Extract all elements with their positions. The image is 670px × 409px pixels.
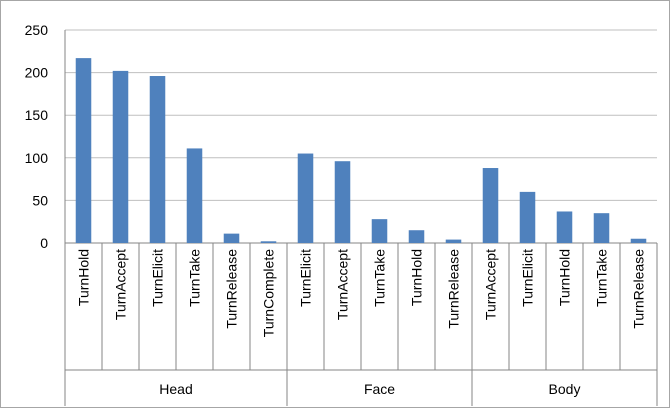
bar-head-turnhold xyxy=(75,58,92,244)
y-tick-label: 0 xyxy=(40,235,48,251)
x-tick-label: TurnHold xyxy=(76,249,92,306)
x-tick-label: TurnAccept xyxy=(113,249,129,320)
group-label-head: Head xyxy=(159,381,192,397)
x-tick-label: TurnRelease xyxy=(224,249,240,329)
x-tick-label: TurnRelease xyxy=(446,249,462,329)
bar-head-turnrelease xyxy=(223,233,240,243)
x-tick-label: TurnAccept xyxy=(335,249,351,320)
group-label-face: Face xyxy=(364,381,395,397)
bar-body-turnhold xyxy=(556,211,573,243)
bar-body-turnrelease xyxy=(630,238,647,243)
x-tick-label: TurnAccept xyxy=(483,249,499,320)
x-tick-label: TurnRelease xyxy=(631,249,647,329)
x-tick-label: TurnHold xyxy=(409,249,425,306)
bar-face-turnhold xyxy=(408,230,425,243)
y-tick-label: 150 xyxy=(25,107,49,123)
bar-face-turnrelease xyxy=(445,239,462,243)
y-tick-label: 50 xyxy=(32,192,48,208)
x-tick-label: TurnTake xyxy=(594,249,610,307)
x-tick-label: TurnTake xyxy=(187,249,203,307)
bar-body-turnaccept xyxy=(482,168,499,243)
x-tick-label: TurnHold xyxy=(557,249,573,306)
bar-face-turnelicit xyxy=(297,153,314,243)
bar-body-turntake xyxy=(593,213,610,243)
group-label-body: Body xyxy=(549,381,581,397)
y-tick-label: 200 xyxy=(25,65,49,81)
bar-body-turnelicit xyxy=(519,191,536,243)
y-tick-label: 100 xyxy=(25,150,49,166)
x-tick-label: TurnElicit xyxy=(520,249,536,307)
bar-head-turnelicit xyxy=(149,76,166,244)
bar-face-turnaccept xyxy=(334,161,351,243)
x-tick-label: TurnTake xyxy=(372,249,388,307)
x-tick-label: TurnComplete xyxy=(261,249,277,337)
bar-head-turntake xyxy=(186,148,203,243)
x-tick-label: TurnElicit xyxy=(298,249,314,307)
bar-head-turncomplete xyxy=(260,241,277,243)
x-tick-label: TurnElicit xyxy=(150,249,166,307)
bar-head-turnaccept xyxy=(112,70,129,243)
bar-face-turntake xyxy=(371,219,388,243)
y-tick-label: 250 xyxy=(25,22,49,38)
